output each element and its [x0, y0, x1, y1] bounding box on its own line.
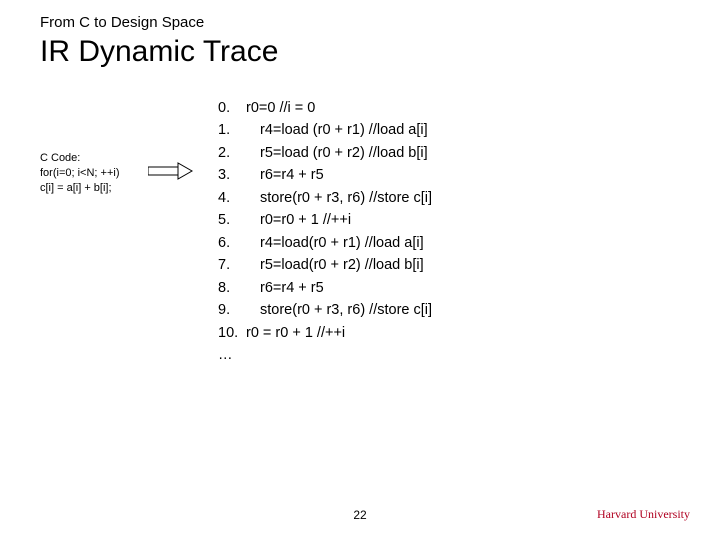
trace-row: 1. r4=load (r0 + r1) //load a[i]: [218, 119, 432, 141]
c-code-label: C Code:: [40, 151, 130, 166]
trace-number: 3.: [218, 164, 246, 186]
trace-indent: [246, 277, 260, 299]
trace-indent: [246, 232, 260, 254]
trace-number: 7.: [218, 254, 246, 276]
trace-text: r4=load(r0 + r1) //load a[i]: [260, 232, 424, 254]
arrow-icon: [148, 161, 194, 186]
trace-number: 2.: [218, 142, 246, 164]
trace-text: r5=load(r0 + r2) //load b[i]: [260, 254, 424, 276]
trace-number: 5.: [218, 209, 246, 231]
trace-number: 1.: [218, 119, 246, 141]
trace-indent: [246, 254, 260, 276]
footer-institution: Harvard University: [597, 507, 690, 522]
trace-row: 0.r0=0 //i = 0: [218, 97, 432, 119]
slide-title: IR Dynamic Trace: [40, 35, 680, 69]
trace-indent: [246, 142, 260, 164]
trace-row: 9. store(r0 + r3, r6) //store c[i]: [218, 299, 432, 321]
trace-indent: [246, 164, 260, 186]
trace-row: …: [218, 344, 432, 366]
trace-text: r0=r0 + 1 //++i: [260, 209, 351, 231]
content-area: C Code: for(i=0; i<N; ++i) c[i] = a[i] +…: [40, 97, 680, 367]
trace-text: store(r0 + r3, r6) //store c[i]: [260, 187, 432, 209]
slide-subtitle: From C to Design Space: [40, 14, 680, 31]
trace-text: r6=r4 + r5: [260, 277, 324, 299]
c-code-line: c[i] = a[i] + b[i];: [40, 181, 130, 196]
trace-number: 8.: [218, 277, 246, 299]
trace-row: 7. r5=load(r0 + r2) //load b[i]: [218, 254, 432, 276]
slide: From C to Design Space IR Dynamic Trace …: [0, 0, 720, 540]
trace-indent: [246, 187, 260, 209]
left-column: C Code: for(i=0; i<N; ++i) c[i] = a[i] +…: [40, 97, 194, 196]
trace-number: 10.: [218, 322, 246, 344]
trace-row: 6. r4=load(r0 + r1) //load a[i]: [218, 232, 432, 254]
trace-row: 5. r0=r0 + 1 //++i: [218, 209, 432, 231]
trace-indent: [246, 119, 260, 141]
trace-row: 4. store(r0 + r3, r6) //store c[i]: [218, 187, 432, 209]
trace-text: store(r0 + r3, r6) //store c[i]: [260, 299, 432, 321]
trace-row: 8. r6=r4 + r5: [218, 277, 432, 299]
ir-trace-list: 0.r0=0 //i = 01. r4=load (r0 + r1) //load…: [218, 97, 432, 367]
trace-text: r5=load (r0 + r2) //load b[i]: [260, 142, 428, 164]
trace-row: 2. r5=load (r0 + r2) //load b[i]: [218, 142, 432, 164]
trace-text: r6=r4 + r5: [260, 164, 324, 186]
trace-text: r0=0 //i = 0: [246, 97, 315, 119]
trace-row: 3. r6=r4 + r5: [218, 164, 432, 186]
page-number: 22: [353, 508, 366, 522]
trace-indent: [246, 209, 260, 231]
trace-number: …: [218, 344, 246, 366]
trace-number: 4.: [218, 187, 246, 209]
trace-number: 9.: [218, 299, 246, 321]
c-code-block: C Code: for(i=0; i<N; ++i) c[i] = a[i] +…: [40, 151, 130, 196]
trace-indent: [246, 299, 260, 321]
trace-text: r4=load (r0 + r1) //load a[i]: [260, 119, 428, 141]
trace-row: 10.r0 = r0 + 1 //++i: [218, 322, 432, 344]
c-code-line: for(i=0; i<N; ++i): [40, 166, 130, 181]
trace-number: 0.: [218, 97, 246, 119]
trace-text: r0 = r0 + 1 //++i: [246, 322, 345, 344]
trace-number: 6.: [218, 232, 246, 254]
